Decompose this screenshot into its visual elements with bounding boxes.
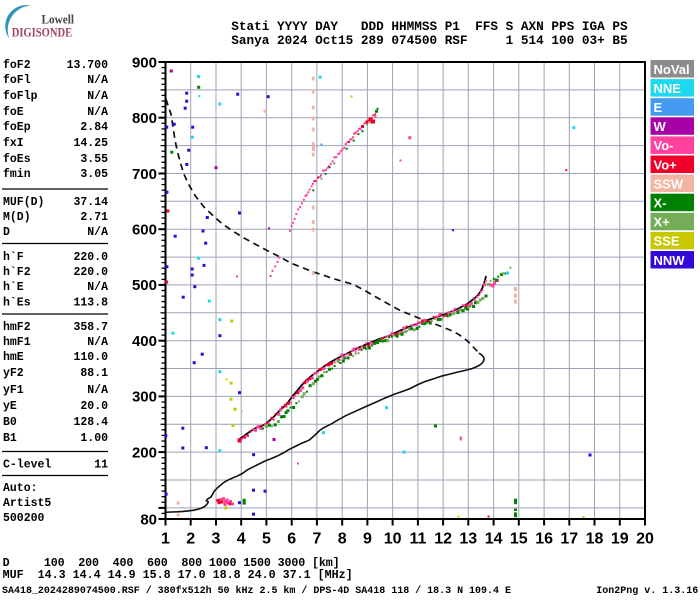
- svg-text:11: 11: [409, 531, 426, 548]
- svg-text:yF1: yF1: [3, 384, 24, 397]
- svg-text:fxI: fxI: [3, 137, 24, 150]
- svg-text:2.71: 2.71: [80, 211, 108, 224]
- svg-text:NoVal: NoVal: [654, 62, 690, 77]
- svg-text:500200: 500200: [3, 512, 45, 525]
- svg-text:N/A: N/A: [87, 336, 108, 349]
- svg-text:Artist5: Artist5: [3, 497, 51, 510]
- svg-text:88.1: 88.1: [80, 367, 108, 380]
- svg-text:18: 18: [586, 531, 604, 548]
- svg-text:128.4: 128.4: [73, 416, 108, 429]
- svg-text:B0: B0: [3, 416, 17, 429]
- svg-text:D 100 200 400 600 800: D 100 200 400 600 800 1000 1500 3000 [km…: [3, 556, 340, 570]
- svg-text:14.25: 14.25: [73, 137, 108, 150]
- svg-text:foFlp: foFlp: [3, 90, 38, 103]
- svg-text:3.05: 3.05: [80, 168, 108, 181]
- svg-text:12: 12: [434, 531, 452, 548]
- svg-text:113.8: 113.8: [73, 297, 108, 310]
- svg-text:N/A: N/A: [87, 74, 108, 87]
- svg-text:13: 13: [459, 531, 477, 548]
- svg-text:Stati YYYY DAY DDD HHMMSS P1: Stati YYYY DAY DDD HHMMSS P1 FFS S AXN P…: [231, 19, 628, 34]
- svg-text:20.0: 20.0: [80, 400, 108, 413]
- svg-text:5: 5: [262, 531, 271, 548]
- svg-text:700: 700: [132, 166, 157, 183]
- svg-text:Auto:: Auto:: [3, 482, 38, 495]
- svg-text:16: 16: [535, 531, 553, 548]
- svg-text:h`Es: h`Es: [3, 297, 31, 310]
- svg-text:NNE: NNE: [654, 81, 682, 96]
- svg-text:8: 8: [338, 531, 347, 548]
- svg-text:Vo+: Vo+: [654, 157, 678, 172]
- svg-text:400: 400: [132, 333, 157, 350]
- svg-text:2.84: 2.84: [80, 121, 108, 134]
- svg-text:3: 3: [212, 531, 221, 548]
- svg-text:20: 20: [636, 531, 654, 548]
- svg-text:N/A: N/A: [87, 226, 108, 239]
- svg-text:N/A: N/A: [87, 90, 108, 103]
- svg-text:B1: B1: [3, 432, 17, 445]
- svg-text:800: 800: [132, 110, 157, 127]
- svg-text:10: 10: [384, 531, 402, 548]
- svg-text:hmF2: hmF2: [3, 321, 31, 334]
- svg-text:4: 4: [237, 531, 246, 548]
- svg-text:h`F2: h`F2: [3, 266, 31, 279]
- svg-text:h`E: h`E: [3, 281, 24, 294]
- svg-text:N/A: N/A: [87, 106, 108, 119]
- svg-text:7: 7: [312, 531, 321, 548]
- svg-text:11: 11: [94, 459, 108, 472]
- svg-text:220.0: 220.0: [73, 266, 108, 279]
- svg-text:MUF(D): MUF(D): [3, 196, 44, 209]
- svg-text:foEs: foEs: [3, 153, 31, 166]
- svg-text:NNW: NNW: [654, 253, 686, 268]
- svg-text:6: 6: [287, 531, 296, 548]
- svg-text:foFl: foFl: [3, 74, 31, 87]
- svg-text:19: 19: [611, 531, 629, 548]
- svg-text:foE: foE: [3, 106, 24, 119]
- svg-text:M(D): M(D): [3, 211, 31, 224]
- svg-text:DIGISONDE: DIGISONDE: [12, 26, 72, 40]
- svg-text:110.0: 110.0: [73, 351, 108, 364]
- svg-text:N/A: N/A: [87, 384, 108, 397]
- svg-text:13.700: 13.700: [67, 59, 109, 72]
- svg-text:foF2: foF2: [3, 59, 31, 72]
- svg-text:yE: yE: [3, 400, 17, 413]
- svg-text:SSW: SSW: [654, 176, 684, 191]
- svg-text:Ion2Png v. 1.3.16: Ion2Png v. 1.3.16: [596, 586, 698, 597]
- svg-text:N/A: N/A: [87, 281, 108, 294]
- svg-text:600: 600: [132, 222, 157, 239]
- svg-text:14: 14: [485, 531, 503, 548]
- svg-text:SA418_2024289074500.RSF / 380f: SA418_2024289074500.RSF / 380fx512h 50 k…: [2, 585, 511, 597]
- svg-text:X+: X+: [654, 215, 671, 230]
- svg-text:2: 2: [186, 531, 195, 548]
- svg-text:fmin: fmin: [3, 168, 31, 181]
- svg-text:Sanya 2024 Oct15 289 074500 RS: Sanya 2024 Oct15 289 074500 RSF 1 514 10…: [231, 33, 627, 48]
- svg-text:15: 15: [510, 531, 528, 548]
- svg-text:hmF1: hmF1: [3, 336, 31, 349]
- svg-text:1.00: 1.00: [80, 432, 108, 445]
- svg-text:Vo-: Vo-: [654, 138, 674, 153]
- svg-text:Lowell: Lowell: [42, 13, 75, 27]
- svg-text:MUF 14.3 14.4 14.9 15.8 17.0: MUF 14.3 14.4 14.9 15.8 17.0 18.8 24.0 3…: [3, 568, 353, 582]
- svg-text:E: E: [654, 100, 663, 115]
- svg-text:500: 500: [132, 277, 157, 294]
- svg-text:300: 300: [132, 389, 157, 406]
- svg-text:1: 1: [161, 531, 170, 548]
- svg-text:37.14: 37.14: [73, 196, 108, 209]
- svg-text:hmE: hmE: [3, 351, 24, 364]
- svg-text:foEp: foEp: [3, 121, 31, 134]
- svg-text:358.7: 358.7: [73, 321, 108, 334]
- svg-text:SSE: SSE: [654, 234, 680, 249]
- svg-text:X-: X-: [654, 196, 667, 211]
- svg-text:h`F: h`F: [3, 251, 24, 264]
- svg-text:D: D: [3, 226, 10, 239]
- svg-text:W: W: [654, 119, 667, 134]
- svg-text:200: 200: [132, 444, 157, 461]
- svg-text:900: 900: [132, 54, 157, 71]
- svg-text:3.55: 3.55: [80, 153, 108, 166]
- svg-text:220.0: 220.0: [73, 251, 108, 264]
- svg-text:yF2: yF2: [3, 367, 24, 380]
- svg-text:17: 17: [560, 531, 578, 548]
- svg-text:80: 80: [140, 511, 157, 528]
- svg-text:C-level: C-level: [3, 459, 51, 472]
- svg-text:9: 9: [363, 531, 372, 548]
